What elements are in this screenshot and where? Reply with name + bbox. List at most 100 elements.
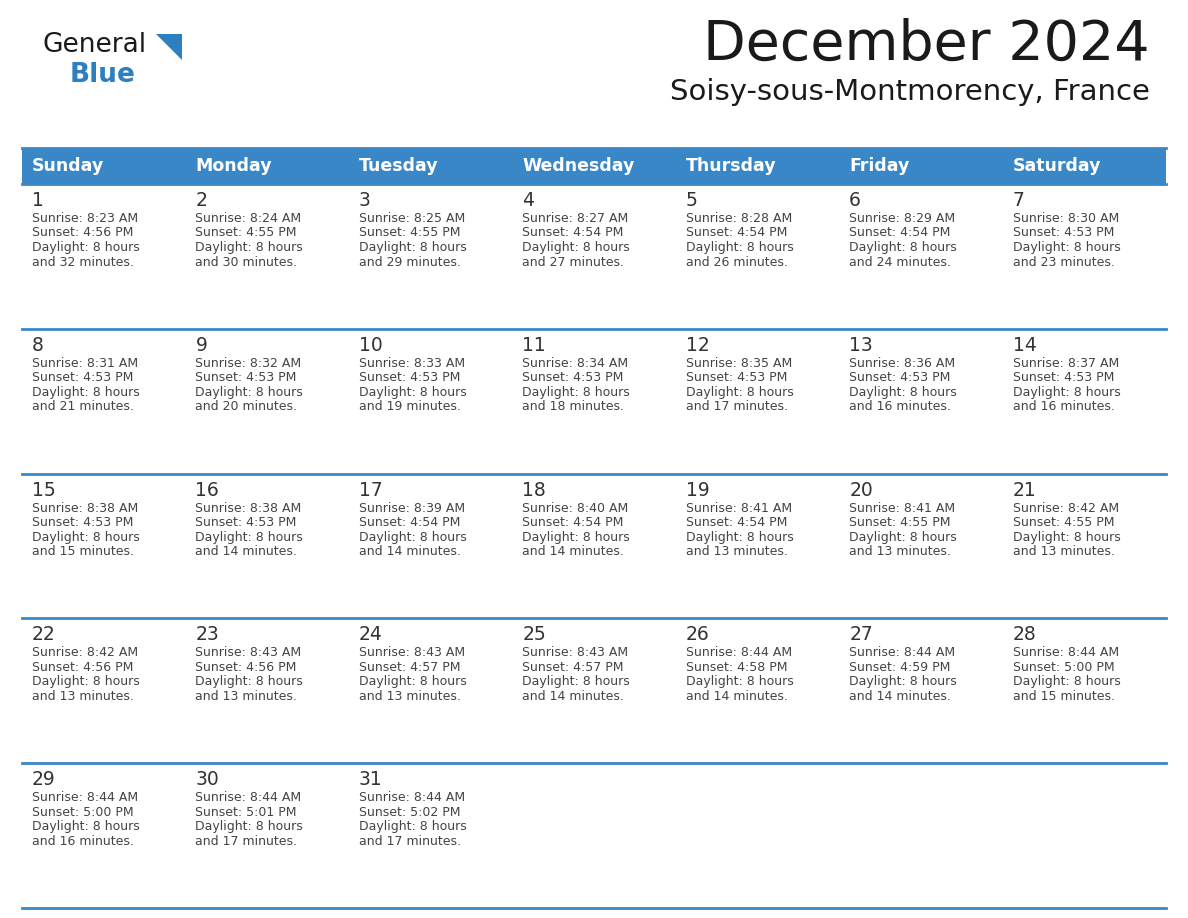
Text: Daylight: 8 hours: Daylight: 8 hours	[1012, 531, 1120, 543]
Text: Sunrise: 8:37 AM: Sunrise: 8:37 AM	[1012, 357, 1119, 370]
Text: Sunset: 4:54 PM: Sunset: 4:54 PM	[685, 227, 788, 240]
Text: Sunrise: 8:28 AM: Sunrise: 8:28 AM	[685, 212, 792, 225]
Text: and 26 minutes.: and 26 minutes.	[685, 255, 788, 268]
Text: Sunset: 4:53 PM: Sunset: 4:53 PM	[32, 516, 133, 529]
Text: Sunrise: 8:29 AM: Sunrise: 8:29 AM	[849, 212, 955, 225]
Text: Sunset: 4:55 PM: Sunset: 4:55 PM	[849, 516, 950, 529]
Bar	[23, 329, 1165, 474]
Text: Sunset: 4:53 PM: Sunset: 4:53 PM	[1012, 371, 1114, 385]
Text: 14: 14	[1012, 336, 1036, 354]
Text: General: General	[42, 32, 146, 58]
Text: Daylight: 8 hours: Daylight: 8 hours	[523, 676, 630, 688]
Text: and 13 minutes.: and 13 minutes.	[1012, 545, 1114, 558]
Text: and 14 minutes.: and 14 minutes.	[523, 690, 624, 703]
Text: Sunrise: 8:41 AM: Sunrise: 8:41 AM	[849, 501, 955, 515]
Text: Sunrise: 8:31 AM: Sunrise: 8:31 AM	[32, 357, 138, 370]
Text: Daylight: 8 hours: Daylight: 8 hours	[849, 676, 956, 688]
Text: Sunset: 5:02 PM: Sunset: 5:02 PM	[359, 806, 461, 819]
Text: Daylight: 8 hours: Daylight: 8 hours	[523, 531, 630, 543]
Text: Sunrise: 8:42 AM: Sunrise: 8:42 AM	[32, 646, 138, 659]
Text: 4: 4	[523, 191, 535, 210]
Text: and 17 minutes.: and 17 minutes.	[685, 400, 788, 413]
Text: 25: 25	[523, 625, 546, 644]
Text: Sunrise: 8:43 AM: Sunrise: 8:43 AM	[196, 646, 302, 659]
Text: Sunset: 4:53 PM: Sunset: 4:53 PM	[359, 371, 460, 385]
Text: Daylight: 8 hours: Daylight: 8 hours	[685, 241, 794, 254]
Text: Blue: Blue	[70, 62, 135, 88]
Text: and 30 minutes.: and 30 minutes.	[196, 255, 297, 268]
Text: Sunrise: 8:42 AM: Sunrise: 8:42 AM	[1012, 501, 1119, 515]
Text: Daylight: 8 hours: Daylight: 8 hours	[359, 820, 467, 834]
Text: 22: 22	[32, 625, 56, 644]
Text: 18: 18	[523, 481, 546, 499]
Text: Sunset: 5:01 PM: Sunset: 5:01 PM	[196, 806, 297, 819]
Text: Sunset: 5:00 PM: Sunset: 5:00 PM	[1012, 661, 1114, 674]
Text: 3: 3	[359, 191, 371, 210]
Text: Tuesday: Tuesday	[359, 157, 438, 175]
Text: Sunrise: 8:44 AM: Sunrise: 8:44 AM	[359, 791, 465, 804]
Text: 20: 20	[849, 481, 873, 499]
Text: Sunday: Sunday	[32, 157, 105, 175]
Text: and 13 minutes.: and 13 minutes.	[849, 545, 952, 558]
Text: and 14 minutes.: and 14 minutes.	[685, 690, 788, 703]
Text: and 27 minutes.: and 27 minutes.	[523, 255, 624, 268]
Text: Sunrise: 8:25 AM: Sunrise: 8:25 AM	[359, 212, 466, 225]
Text: and 29 minutes.: and 29 minutes.	[359, 255, 461, 268]
Text: Sunrise: 8:36 AM: Sunrise: 8:36 AM	[849, 357, 955, 370]
Text: Sunset: 4:53 PM: Sunset: 4:53 PM	[849, 371, 950, 385]
Text: and 13 minutes.: and 13 minutes.	[359, 690, 461, 703]
Text: Sunset: 4:57 PM: Sunset: 4:57 PM	[523, 661, 624, 674]
Text: Sunset: 4:53 PM: Sunset: 4:53 PM	[685, 371, 788, 385]
Text: Sunrise: 8:43 AM: Sunrise: 8:43 AM	[359, 646, 465, 659]
Text: Daylight: 8 hours: Daylight: 8 hours	[196, 241, 303, 254]
Text: and 18 minutes.: and 18 minutes.	[523, 400, 624, 413]
Text: Daylight: 8 hours: Daylight: 8 hours	[196, 676, 303, 688]
Bar	[23, 474, 1165, 619]
Text: 9: 9	[196, 336, 207, 354]
Text: Sunset: 4:53 PM: Sunset: 4:53 PM	[1012, 227, 1114, 240]
Bar	[23, 619, 1165, 763]
Text: and 16 minutes.: and 16 minutes.	[32, 834, 134, 847]
Text: 8: 8	[32, 336, 44, 354]
Text: Daylight: 8 hours: Daylight: 8 hours	[32, 676, 140, 688]
Text: 11: 11	[523, 336, 546, 354]
Text: Sunset: 4:53 PM: Sunset: 4:53 PM	[523, 371, 624, 385]
Bar	[23, 184, 1165, 329]
Text: Daylight: 8 hours: Daylight: 8 hours	[359, 241, 467, 254]
Text: and 32 minutes.: and 32 minutes.	[32, 255, 134, 268]
Text: Sunset: 4:53 PM: Sunset: 4:53 PM	[196, 516, 297, 529]
Text: Sunrise: 8:41 AM: Sunrise: 8:41 AM	[685, 501, 792, 515]
Text: Sunset: 4:59 PM: Sunset: 4:59 PM	[849, 661, 950, 674]
Text: Daylight: 8 hours: Daylight: 8 hours	[196, 531, 303, 543]
Text: Daylight: 8 hours: Daylight: 8 hours	[32, 531, 140, 543]
Text: 7: 7	[1012, 191, 1024, 210]
Text: 6: 6	[849, 191, 861, 210]
Text: and 23 minutes.: and 23 minutes.	[1012, 255, 1114, 268]
Text: Sunrise: 8:38 AM: Sunrise: 8:38 AM	[196, 501, 302, 515]
Text: Daylight: 8 hours: Daylight: 8 hours	[685, 531, 794, 543]
Text: Sunrise: 8:23 AM: Sunrise: 8:23 AM	[32, 212, 138, 225]
Text: Sunset: 4:55 PM: Sunset: 4:55 PM	[1012, 516, 1114, 529]
Text: and 15 minutes.: and 15 minutes.	[32, 545, 134, 558]
Text: 31: 31	[359, 770, 383, 789]
Text: and 13 minutes.: and 13 minutes.	[32, 690, 134, 703]
Text: Sunrise: 8:33 AM: Sunrise: 8:33 AM	[359, 357, 465, 370]
Text: Sunset: 4:56 PM: Sunset: 4:56 PM	[32, 661, 133, 674]
Text: 27: 27	[849, 625, 873, 644]
Text: Daylight: 8 hours: Daylight: 8 hours	[359, 531, 467, 543]
Text: Daylight: 8 hours: Daylight: 8 hours	[685, 676, 794, 688]
Text: Monday: Monday	[196, 157, 272, 175]
Text: Sunrise: 8:38 AM: Sunrise: 8:38 AM	[32, 501, 138, 515]
Text: 16: 16	[196, 481, 219, 499]
Text: 29: 29	[32, 770, 56, 789]
Text: Sunset: 4:57 PM: Sunset: 4:57 PM	[359, 661, 461, 674]
Text: Sunset: 4:55 PM: Sunset: 4:55 PM	[359, 227, 461, 240]
Text: Sunrise: 8:43 AM: Sunrise: 8:43 AM	[523, 646, 628, 659]
Text: Daylight: 8 hours: Daylight: 8 hours	[1012, 241, 1120, 254]
Text: and 16 minutes.: and 16 minutes.	[849, 400, 952, 413]
Bar	[23, 148, 1165, 184]
Polygon shape	[156, 34, 182, 60]
Text: Sunset: 4:54 PM: Sunset: 4:54 PM	[523, 516, 624, 529]
Text: Daylight: 8 hours: Daylight: 8 hours	[523, 386, 630, 398]
Text: 19: 19	[685, 481, 709, 499]
